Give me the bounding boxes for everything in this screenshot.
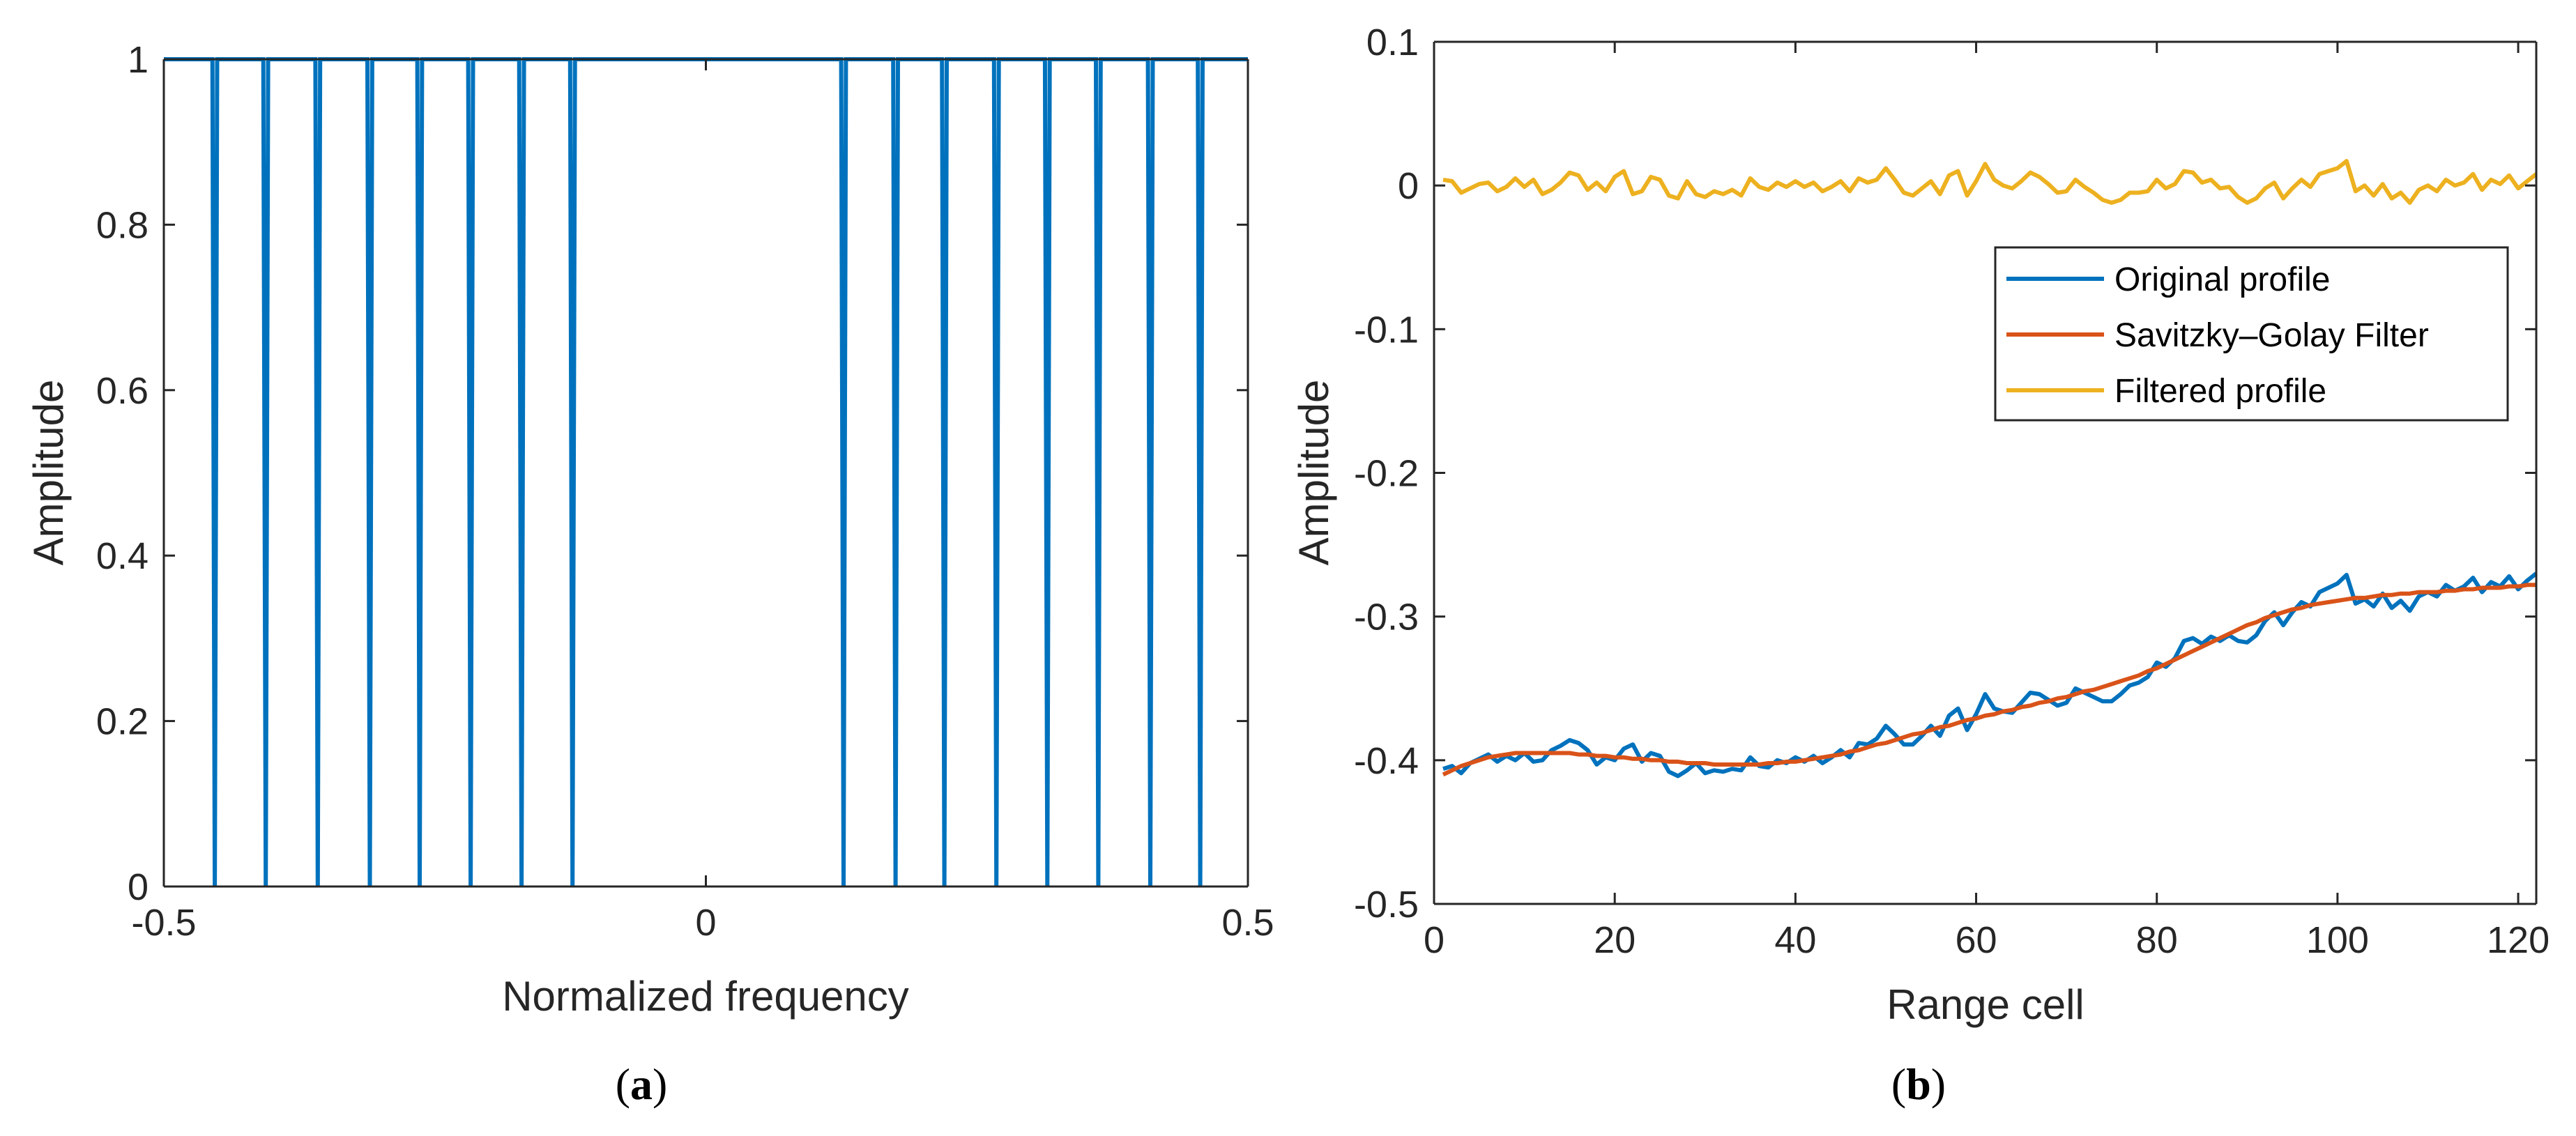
panel-b-xtick-label: 40 <box>1774 919 1816 961</box>
panel-a-xtick-label: -0.5 <box>131 902 196 944</box>
panel-b-series-filtered <box>1442 159 2538 205</box>
panel-b-data-layer <box>1442 159 2538 778</box>
legend-label-original: Original profile <box>2114 261 2330 298</box>
panel-a-ytick-label: 0.6 <box>96 370 148 412</box>
panel-a-ytick-label: 0 <box>128 866 148 908</box>
legend: Original profile Savitzky–Golay Filter F… <box>1994 246 2509 422</box>
panel-b-series-savitzky-golay <box>1442 583 2536 777</box>
panel-b-ytick-label: 0 <box>1398 165 1419 207</box>
panel-a: -0.5 0 0.500.20.40.60.81 Normalized freque… <box>25 39 1274 1109</box>
panel-b-xtick-label: 120 <box>2487 919 2550 961</box>
panel-a-ytick-label: 0.8 <box>96 204 148 246</box>
panel-b-xtick-label: 80 <box>2136 919 2178 961</box>
legend-label-sg: Savitzky–Golay Filter <box>2114 317 2429 354</box>
panel-b-ytick-label: -0.4 <box>1354 740 1419 782</box>
panel-b-ytick-label: 0.1 <box>1366 22 1419 63</box>
panel-a-xlabel: Normalized frequency <box>502 973 909 1020</box>
panel-a-ytick-label: 1 <box>128 39 148 81</box>
panel-b-ytick-label: -0.5 <box>1354 884 1419 926</box>
panel-a-caption: (a) <box>616 1059 668 1109</box>
panel-b-ytick-label: -0.2 <box>1354 453 1419 495</box>
panel-a-ylabel: Amplitude <box>25 380 72 566</box>
legend-label-filtered: Filtered profile <box>2114 373 2326 410</box>
panel-a-xtick-label: 0 <box>695 902 716 944</box>
panel-b-caption: (b) <box>1891 1059 1946 1109</box>
panel-b-xtick-label: 0 <box>1424 919 1445 961</box>
panel-a-ytick-label: 0.4 <box>96 535 148 577</box>
panel-a-ytick-label: 0.2 <box>96 701 148 743</box>
panel-a-xtick-label: 0.5 <box>1221 902 1274 944</box>
panel-b-ytick-label: -0.3 <box>1354 597 1419 638</box>
panel-b-xtick-label: 20 <box>1594 919 1636 961</box>
panel-b-xlabel: Range cell <box>1887 981 2085 1028</box>
panel-a-plot-area <box>164 59 1248 886</box>
panel-b: 0 20 40 60 80 100 1200.10-0.1-0.2-0.3-0.4-0.5 … <box>1290 22 2550 1109</box>
panel-b-ylabel: Amplitude <box>1290 380 1337 566</box>
panel-b-xtick-label: 100 <box>2306 919 2369 961</box>
panel-b-xtick-label: 60 <box>1956 919 1997 961</box>
panel-a-axes: -0.5 0 0.500.20.40.60.81 <box>96 39 1274 944</box>
panel-b-axes: 0 20 40 60 80 100 120 0.1 0 -0.1 -0.2 -0.3 -0.4 -0.5 <box>1354 22 2550 961</box>
panel-b-ytick-label: -0.1 <box>1354 309 1419 351</box>
panel-b-plot-area <box>1434 42 2536 904</box>
